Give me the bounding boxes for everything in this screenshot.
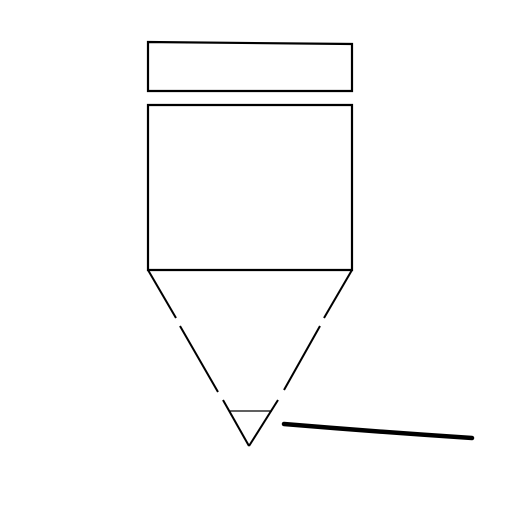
tip-left-edge-segment-1 — [147, 269, 177, 319]
body-outline — [146, 103, 354, 272]
tip-right-edge-segment-1 — [323, 269, 353, 319]
body-rectangle — [146, 103, 354, 272]
tip-right-edge-segment-2 — [283, 325, 321, 391]
underline-stroke — [281, 421, 475, 441]
underline-line — [281, 421, 475, 441]
tip-left-edge-segment-3 — [222, 399, 250, 447]
cap-outline — [146, 40, 354, 93]
tip-left-edge-segment-2 — [179, 325, 219, 393]
tip-triangle — [147, 269, 353, 447]
tip-right-edge-segment-3 — [248, 399, 279, 447]
cap-rectangle — [146, 40, 354, 93]
